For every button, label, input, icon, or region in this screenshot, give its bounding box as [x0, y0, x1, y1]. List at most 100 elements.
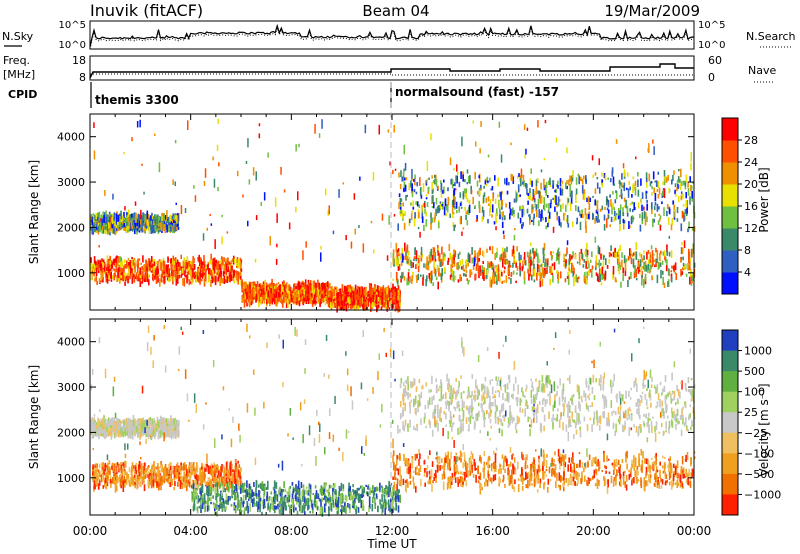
scatter-cell: [417, 258, 420, 264]
scatter-cell: [658, 187, 661, 195]
scatter-cell: [685, 192, 687, 199]
scatter-cell: [420, 255, 423, 262]
scatter-cell: [272, 298, 274, 301]
scatter-cell: [545, 225, 547, 230]
scatter-cell: [594, 217, 596, 224]
scatter-cell: [211, 463, 213, 468]
scatter-cell: [114, 226, 117, 236]
scatter-cell: [220, 471, 222, 477]
scatter-cell: [213, 268, 216, 274]
scatter-cell: [222, 271, 225, 277]
scatter-cell: [622, 218, 625, 224]
scatter-cell: [98, 211, 101, 221]
scatter-cell: [373, 301, 376, 305]
scatter-cell: [481, 206, 484, 213]
scatter-cell: [169, 222, 172, 226]
scatter-cell: [381, 213, 384, 221]
scatter-cell: [106, 255, 109, 264]
scatter-cell: [409, 259, 412, 266]
scatter-cell: [520, 168, 523, 178]
scatter-cell: [358, 225, 360, 229]
scatter-cell: [515, 198, 518, 203]
scatter-cell: [197, 257, 199, 262]
scatter-cell: [411, 168, 413, 179]
scatter-cell: [344, 286, 347, 289]
scatter-cell: [536, 178, 539, 181]
scatter-cell: [207, 263, 209, 270]
scatter-cell: [644, 260, 647, 265]
scatter-cell: [668, 187, 670, 194]
scatter-cell: [190, 472, 192, 475]
scatter-cell: [535, 179, 538, 187]
scatter-cell: [249, 283, 251, 289]
scatter-cell: [163, 265, 166, 274]
scatter-cell: [402, 213, 405, 216]
scatter-cell: [413, 256, 416, 260]
scatter-cell: [376, 305, 378, 310]
scatter-cell: [665, 265, 668, 272]
scatter-cell: [649, 259, 652, 263]
scatter-cell: [478, 175, 480, 179]
scatter-cell: [689, 263, 691, 267]
scatter-cell: [121, 216, 123, 221]
scatter-cell: [115, 462, 117, 466]
scatter-cell: [399, 302, 401, 307]
scatter-cell: [201, 465, 204, 474]
scatter-cell: [472, 265, 475, 271]
scatter-cell: [99, 223, 101, 229]
scatter-cell: [499, 210, 501, 220]
scatter-cell: [107, 222, 110, 229]
scatter-cell: [198, 279, 200, 283]
scatter-cell: [563, 263, 565, 267]
scatter-cell: [543, 158, 546, 161]
scatter-cell: [522, 181, 524, 185]
scatter-cell: [106, 228, 108, 232]
scatter-cell: [103, 464, 105, 473]
scatter-cell: [164, 219, 167, 224]
scatter-cell: [664, 176, 666, 181]
scatter-cell: [501, 191, 503, 195]
scatter-cell: [171, 276, 174, 282]
scatter-cell: [549, 278, 551, 286]
scatter-cell: [579, 210, 581, 217]
scatter-cell: [236, 257, 239, 263]
scatter-cell: [101, 272, 103, 280]
scatter-cell: [106, 274, 109, 284]
scatter-cell: [497, 264, 500, 271]
scatter-cell: [522, 260, 524, 269]
scatter-cell: [177, 484, 179, 487]
scatter-cell: [395, 256, 397, 266]
scatter-cell: [462, 193, 465, 197]
scatter-cell: [170, 217, 172, 224]
scatter-cell: [161, 218, 164, 224]
scatter-cell: [328, 293, 330, 298]
scatter-cell: [313, 282, 315, 290]
scatter-cell: [299, 285, 302, 289]
scatter-cell: [643, 255, 645, 261]
scatter-cell: [306, 294, 309, 301]
scatter-cell: [235, 270, 237, 274]
scatter-cell: [631, 201, 634, 205]
scatter-cell: [335, 286, 338, 294]
scatter-cell: [545, 189, 547, 196]
scatter-cell: [410, 213, 413, 221]
scatter-cell: [518, 194, 520, 198]
scatter-cell: [650, 245, 653, 250]
scatter-cell: [227, 277, 230, 281]
scatter-cell: [443, 179, 445, 183]
scatter-cell: [589, 269, 592, 273]
scatter-cell: [539, 191, 541, 196]
scatter-cell: [318, 282, 320, 290]
scatter-cell: [397, 304, 400, 308]
scatter-cell: [489, 279, 491, 288]
scatter-cell: [420, 274, 422, 277]
scatter-cell: [124, 206, 126, 211]
scatter-cell: [643, 263, 646, 272]
scatter-cell: [114, 269, 116, 274]
scatter-cell: [155, 475, 157, 484]
scatter-cell: [459, 260, 462, 266]
scatter-cell: [211, 279, 214, 284]
scatter-cell: [344, 296, 347, 302]
scatter-cell: [538, 190, 541, 199]
scatter-cell: [177, 276, 180, 279]
